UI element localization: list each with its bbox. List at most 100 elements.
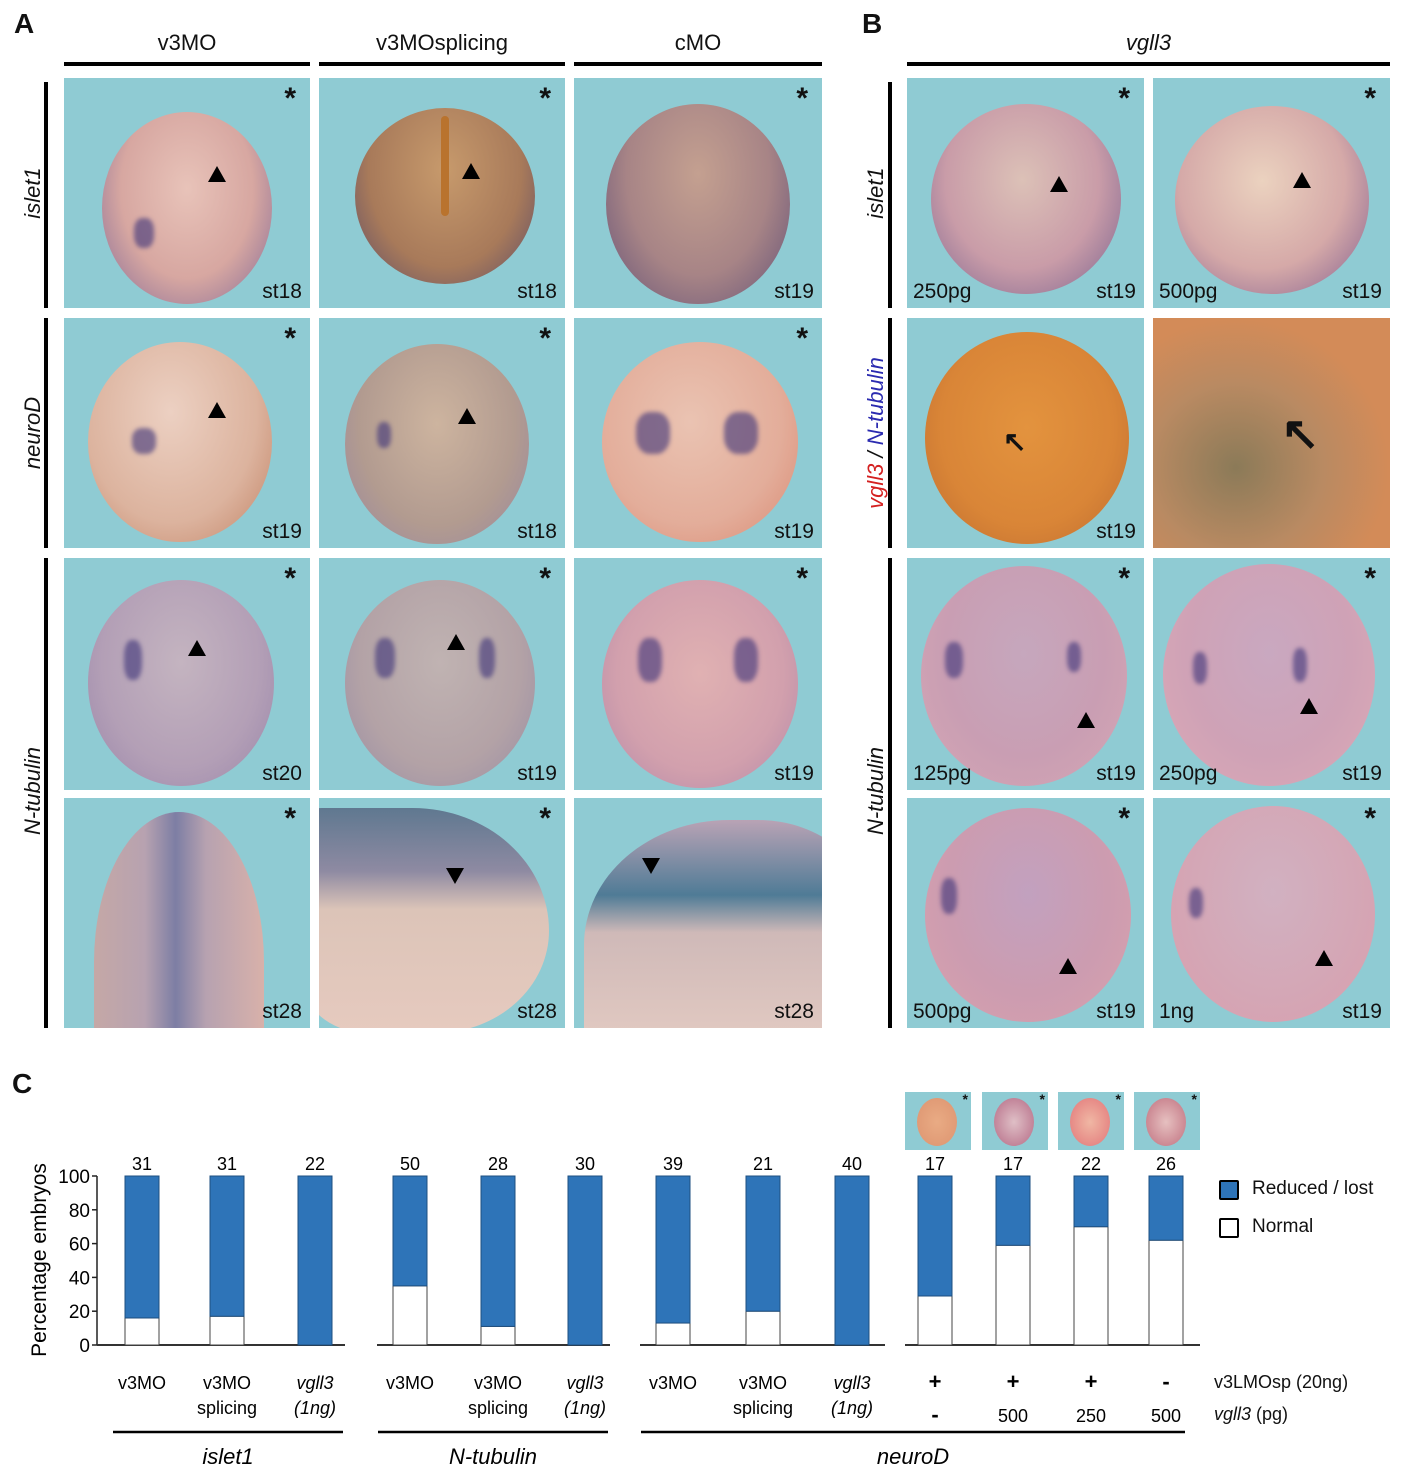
stain: [1293, 648, 1307, 682]
stage-label: st19: [774, 280, 814, 303]
rescue-thumbnail: *: [982, 1092, 1048, 1150]
asterisk: *: [796, 82, 808, 115]
column-divider-line: [574, 62, 822, 66]
embryo: [602, 580, 798, 788]
dose-label: 500pg: [913, 1000, 972, 1023]
stage-label: st19: [1096, 1000, 1136, 1023]
embryo: [319, 808, 549, 1028]
column-divider-line: [319, 62, 565, 66]
rescue-row-label-vgll3: vgll3 (pg): [1214, 1404, 1288, 1425]
arrow-icon: ↖: [1003, 426, 1027, 457]
stage-label: st28: [774, 1000, 814, 1023]
bar-reduced: [392, 1175, 428, 1287]
bar-reduced: [297, 1175, 333, 1346]
asterisk: *: [284, 802, 296, 835]
asterisk: *: [539, 802, 551, 835]
stage-label: st19: [1096, 762, 1136, 785]
x-labels: v3MO v3MO splicing vgll3 (1ng) islet1 v3MO v3MO…: [113, 1369, 1185, 1469]
stain: [375, 638, 395, 678]
x-tick-label: 500: [1151, 1406, 1181, 1426]
asterisk: *: [962, 1092, 968, 1107]
arrowhead-icon: [447, 634, 465, 650]
stain: [734, 638, 758, 682]
stage-label: st19: [1342, 762, 1382, 785]
bar-normal: [995, 1244, 1031, 1346]
bar-normal: [917, 1295, 953, 1346]
embryo-image: * 1ng st19: [1153, 798, 1390, 1028]
dose-label: 1ng: [1159, 1000, 1195, 1023]
bar-n-label: 17: [925, 1154, 945, 1174]
arrowhead-icon: [642, 858, 660, 874]
arrowhead-icon: [1050, 176, 1068, 192]
bar-n-label: 22: [305, 1154, 325, 1174]
stain: [724, 412, 758, 454]
bar-reduced: [209, 1175, 245, 1317]
y-tick-label: 80: [69, 1201, 90, 1222]
embryo: [345, 344, 529, 544]
group-label: neuroD: [877, 1444, 949, 1469]
rescue-thumbnail: *: [1134, 1092, 1200, 1150]
stain: [1189, 888, 1203, 918]
arrowhead-icon: [1315, 950, 1333, 966]
stage-label: st19: [1342, 280, 1382, 303]
stain: [636, 412, 670, 454]
arrowhead-icon: [1077, 712, 1095, 728]
vgll3-red-label: vgll3: [863, 463, 888, 509]
asterisk: *: [1364, 562, 1376, 595]
embryo: [584, 820, 822, 1028]
stage-label: st19: [774, 762, 814, 785]
asterisk: *: [1118, 562, 1130, 595]
rescue-row-label-morpholino: v3LMOsp (20ng): [1214, 1372, 1349, 1392]
stage-label: st19: [1096, 520, 1136, 543]
stage-label: st19: [262, 520, 302, 543]
arrowhead-icon: [208, 402, 226, 418]
legend-swatch-normal: [1219, 1218, 1239, 1238]
legend-label-reduced: Reduced / lost: [1252, 1178, 1374, 1199]
n-tubulin-blue-label: N-tubulin: [863, 357, 888, 446]
embryo: [1175, 106, 1369, 294]
embryo-image: * 125pg st19: [907, 558, 1144, 790]
bar-n-label: 30: [575, 1154, 595, 1174]
bar-reduced: [655, 1175, 691, 1324]
embryo-image: * st19: [574, 318, 822, 548]
panel-c-label: C: [12, 1068, 33, 1099]
stage-label: st19: [1342, 1000, 1382, 1023]
asterisk: *: [539, 82, 551, 115]
embryo-closeup-image: ↖: [1153, 318, 1390, 548]
asterisk: *: [284, 82, 296, 115]
vgll3-italic: vgll3: [1214, 1404, 1252, 1424]
bar-reduced: [995, 1175, 1031, 1246]
stain: [941, 878, 957, 914]
x-tick-label: vgll3: [566, 1373, 603, 1393]
asterisk: *: [1118, 82, 1130, 115]
stage-label: st28: [262, 1000, 302, 1023]
asterisk: *: [1364, 802, 1376, 835]
bar-normal: [209, 1315, 245, 1346]
y-tick-label: 60: [69, 1235, 90, 1256]
embryo: [602, 342, 798, 542]
x-tick-label: -: [931, 1402, 938, 1427]
dose-label: 250pg: [1159, 762, 1218, 785]
bar-normal: [480, 1325, 516, 1346]
bar-normal: [1148, 1239, 1184, 1346]
row-divider-line: [888, 82, 892, 308]
pg-unit: (pg): [1251, 1404, 1289, 1424]
bar-reduced: [917, 1175, 953, 1297]
bar-normal: [745, 1310, 781, 1346]
embryo: [88, 580, 274, 786]
bar-n-label: 21: [753, 1154, 773, 1174]
dose-label: 250pg: [913, 280, 972, 303]
stain: [132, 428, 156, 454]
bar-normal: [124, 1317, 160, 1346]
y-tick-label: 20: [69, 1302, 90, 1323]
x-tick-label: +: [1007, 1369, 1020, 1394]
stain: [377, 422, 391, 448]
column-divider-line: [907, 62, 1390, 66]
x-tick-label: +: [1085, 1369, 1098, 1394]
asterisk: *: [1191, 1092, 1197, 1107]
row-label-n-tubulin: N-tubulin: [20, 746, 45, 836]
embryo-image: ↖ st19: [907, 318, 1144, 548]
dose-label: 500pg: [1159, 280, 1218, 303]
asterisk: *: [1364, 82, 1376, 115]
row-divider-line: [44, 318, 48, 548]
